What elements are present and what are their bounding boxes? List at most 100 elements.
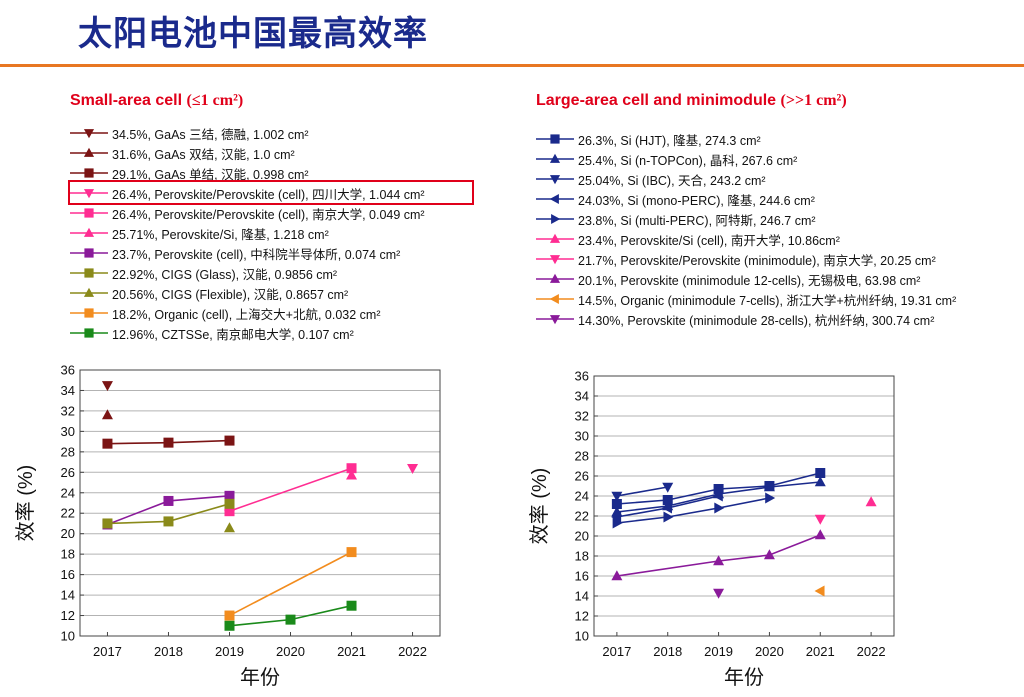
legend-label: 26.4%, Perovskite/Perovskite (cell), 南京大…: [112, 207, 425, 222]
x-tick-label: 2021: [806, 644, 835, 659]
data-point: [814, 476, 826, 487]
legend-marker-icon: [70, 168, 108, 178]
series-line: [616, 497, 770, 524]
y-tick-label: 16: [61, 567, 75, 582]
series-1: [101, 409, 113, 420]
y-axis-label: 效率 (%): [528, 468, 551, 545]
page-title: 太阳电池中国最高效率: [78, 14, 428, 54]
left-heading-unit: (≤1 cm²): [186, 92, 244, 109]
left-legend-item: 29.1%, GaAs 单结, 汉能, 0.998 cm²: [70, 163, 425, 183]
data-point: [101, 381, 113, 392]
left-legend-item: 12.96%, CZTSSe, 南京邮电大学, 0.107 cm²: [70, 323, 425, 343]
y-tick-label: 14: [61, 588, 75, 603]
left-legend-item: 25.71%, Perovskite/Si, 隆基, 1.218 cm²: [70, 223, 425, 243]
series-10: [224, 600, 357, 631]
data-point: [224, 498, 235, 509]
x-tick-label: 2021: [337, 644, 366, 659]
y-tick-label: 20: [575, 529, 589, 544]
data-point: [663, 511, 674, 523]
x-tick-label: 2022: [398, 644, 427, 659]
data-point: [713, 555, 725, 566]
right-legend-item: 26.3%, Si (HJT), 隆基, 274.3 cm²: [536, 129, 956, 149]
data-point: [765, 492, 776, 504]
y-tick-label: 30: [575, 429, 589, 444]
data-point: [223, 522, 235, 533]
series-line: [229, 551, 352, 617]
series-5: [865, 496, 877, 507]
y-tick-label: 12: [575, 609, 589, 624]
data-point: [224, 490, 235, 501]
data-point: [612, 517, 623, 529]
x-axis-label: 年份: [240, 666, 280, 689]
x-tick-label: 2018: [653, 644, 682, 659]
y-tick-label: 20: [61, 526, 75, 541]
data-point: [763, 549, 775, 560]
series-line: [616, 486, 668, 497]
y-tick-label: 26: [575, 469, 589, 484]
left-section-heading: Small-area cell (≤1 cm²): [70, 92, 243, 110]
legend-marker-icon: [536, 233, 574, 243]
legend-label: 23.7%, Perovskite (cell), 中科院半导体所, 0.074…: [112, 247, 401, 262]
legend-label: 34.5%, GaAs 三结, 德融, 1.002 cm²: [112, 127, 309, 142]
data-point: [163, 437, 174, 448]
legend-label: 25.4%, Si (n-TOPCon), 晶科, 267.6 cm²: [578, 153, 798, 168]
right-legend-item: 21.7%, Perovskite/Perovskite (minimodule…: [536, 249, 956, 269]
data-point: [712, 490, 723, 502]
y-tick-label: 36: [575, 369, 589, 384]
data-point: [224, 610, 235, 621]
y-tick-label: 22: [575, 509, 589, 524]
data-point: [662, 482, 674, 493]
legend-marker-icon: [536, 315, 574, 325]
data-point: [714, 502, 725, 514]
left-legend-item: 23.7%, Perovskite (cell), 中科院半导体所, 0.074…: [70, 243, 425, 263]
right-legend-item: 20.1%, Perovskite (minimodule 12-cells),…: [536, 269, 956, 289]
data-point: [163, 516, 174, 527]
data-point: [611, 570, 623, 581]
x-tick-label: 2017: [93, 644, 122, 659]
right-heading-text: Large-area cell and minimodule: [536, 92, 777, 109]
legend-marker-icon: [536, 255, 574, 265]
y-tick-label: 18: [575, 549, 589, 564]
right-legend-item: 24.03%, Si (mono-PERC), 隆基, 244.6 cm²: [536, 189, 956, 209]
series-3: [611, 490, 723, 523]
series-line: [616, 534, 821, 577]
y-tick-label: 24: [575, 489, 589, 504]
legend-label: 23.4%, Perovskite/Si (cell), 南开大学, 10.86…: [578, 233, 840, 248]
series-line: [229, 467, 352, 512]
highlight-box: [68, 180, 474, 205]
data-point: [346, 463, 357, 474]
y-tick-label: 32: [61, 403, 75, 418]
legend-label: 20.1%, Perovskite (minimodule 12-cells),…: [578, 273, 921, 288]
legend-marker-icon: [70, 328, 108, 338]
x-tick-label: 2017: [602, 644, 631, 659]
legend-label: 21.7%, Perovskite/Perovskite (minimodule…: [578, 253, 936, 268]
plot-frame: [593, 375, 895, 637]
legend-marker-icon: [536, 134, 574, 144]
series-7: [102, 498, 235, 529]
series-0: [101, 381, 113, 392]
y-tick-label: 34: [61, 383, 75, 398]
legend-marker-icon: [70, 287, 108, 297]
data-point: [763, 481, 775, 492]
data-point: [346, 469, 358, 480]
legend-marker-icon: [536, 193, 574, 205]
legend-marker-icon: [70, 268, 108, 278]
right-legend-item: 14.5%, Organic (minimodule 7-cells), 浙江大…: [536, 289, 956, 309]
data-point: [814, 585, 825, 597]
right-legend-item: 25.4%, Si (n-TOPCon), 晶科, 267.6 cm²: [536, 149, 956, 169]
legend-marker-icon: [70, 308, 108, 318]
y-tick-label: 12: [61, 608, 75, 623]
data-point: [163, 495, 174, 506]
data-point: [713, 588, 725, 599]
legend-label: 14.5%, Organic (minimodule 7-cells), 浙江大…: [578, 293, 957, 308]
y-tick-label: 28: [575, 449, 589, 464]
right-legend: 26.3%, Si (HJT), 隆基, 274.3 cm² 25.4%, Si …: [536, 129, 956, 329]
left-legend-item: 22.92%, CIGS (Glass), 汉能, 0.9856 cm²: [70, 263, 425, 283]
legend-marker-icon: [70, 147, 108, 157]
title-divider: [0, 64, 1024, 67]
data-point: [224, 620, 235, 631]
legend-marker-icon: [70, 189, 108, 199]
